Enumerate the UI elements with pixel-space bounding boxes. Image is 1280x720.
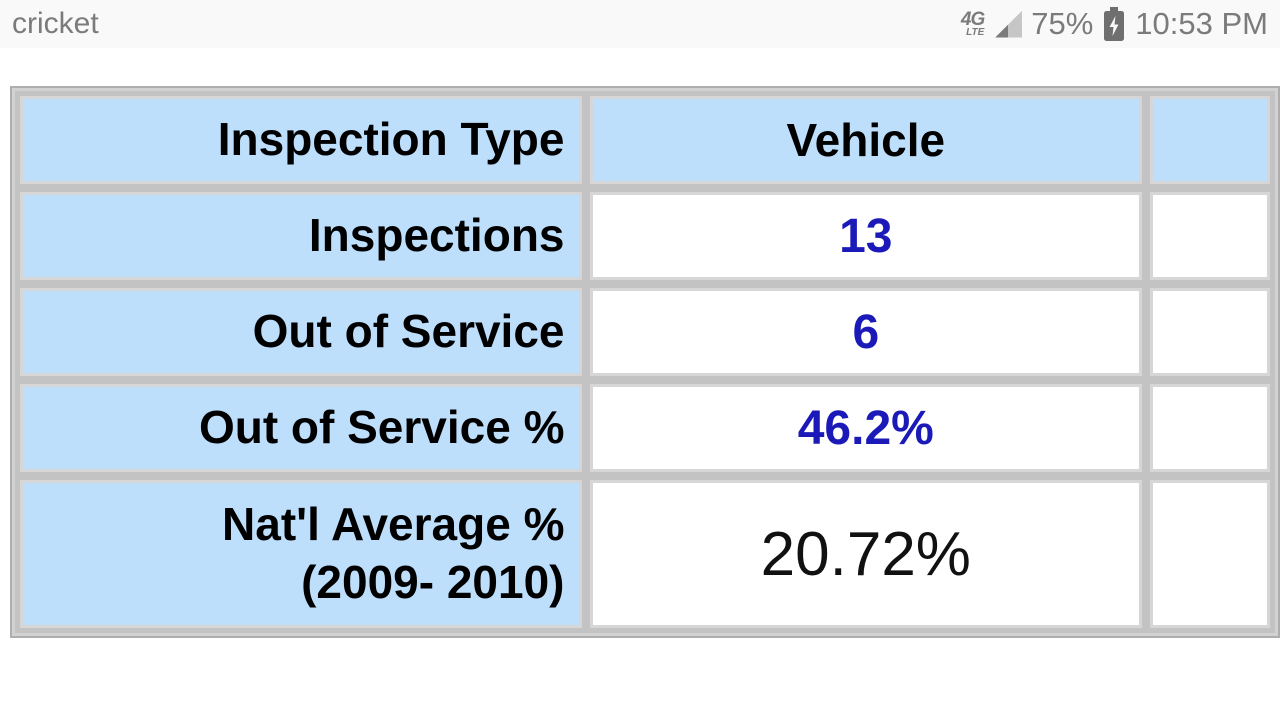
clock-label: 10:53 PM xyxy=(1135,6,1268,41)
row-label-inspections: Inspections xyxy=(20,192,582,280)
value-clipped xyxy=(1150,480,1270,628)
row-label-out-of-service: Out of Service xyxy=(20,288,582,376)
value-out-of-service-pct-vehicle: 46.2% xyxy=(589,384,1143,472)
table-row: Out of Service 6 xyxy=(20,288,1270,376)
table-header-row: Inspection Type Vehicle xyxy=(20,96,1270,184)
value-out-of-service-vehicle: 6 xyxy=(589,288,1143,376)
natl-average-line2: (2009- 2010) xyxy=(301,556,565,608)
network-4g-lte-icon: 4G LTE xyxy=(960,9,985,38)
header-clipped-column xyxy=(1150,96,1270,184)
table-row: Nat'l Average % (2009- 2010) 20.72% xyxy=(20,480,1270,628)
battery-percent-label: 75% xyxy=(1031,6,1094,41)
natl-average-line1: Nat'l Average % xyxy=(222,498,565,551)
table-row: Inspections 13 xyxy=(20,192,1270,280)
value-clipped xyxy=(1150,288,1270,376)
header-inspection-type: Inspection Type xyxy=(20,96,582,184)
row-label-natl-average: Nat'l Average % (2009- 2010) xyxy=(20,480,582,628)
header-vehicle: Vehicle xyxy=(589,96,1143,184)
table-row: Out of Service % 46.2% xyxy=(20,384,1270,472)
status-bar-right: 4G LTE 75% 10:53 PM xyxy=(961,6,1268,42)
carrier-label: cricket xyxy=(12,7,99,40)
signal-strength-icon xyxy=(995,10,1023,38)
row-label-out-of-service-pct: Out of Service % xyxy=(20,384,582,472)
value-clipped xyxy=(1150,384,1270,472)
value-inspections-vehicle: 13 xyxy=(589,192,1143,280)
value-natl-average-vehicle: 20.72% xyxy=(589,480,1143,628)
value-clipped xyxy=(1150,192,1270,280)
inspection-summary-table: Inspection Type Vehicle Inspections 13 O… xyxy=(10,86,1280,638)
battery-charging-icon xyxy=(1104,7,1125,41)
status-bar: cricket 4G LTE 75% 10:53 PM xyxy=(0,0,1280,48)
